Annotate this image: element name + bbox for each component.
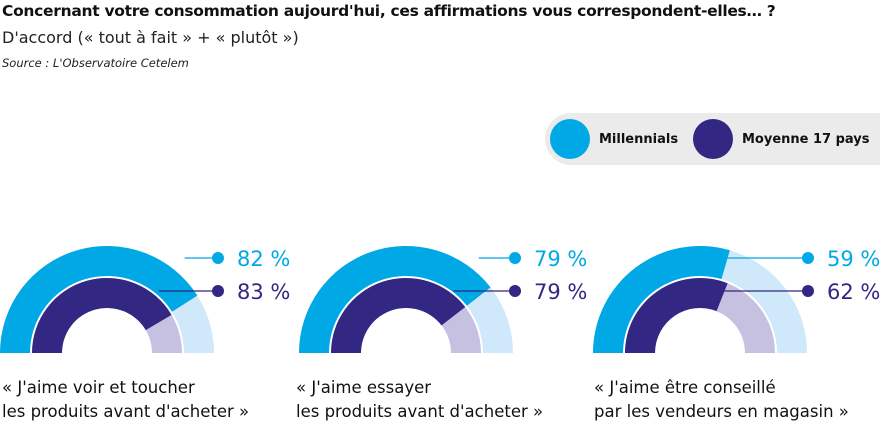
gauge-1-moyenne-dot [212,285,224,297]
gauge-1-moyenne-value-arc [32,278,172,353]
gauge-3-millennials-dot [802,252,814,264]
caption-3: « J'aime être conseillé par les vendeurs … [594,378,849,421]
gauge-2-moyenne-value-label: 79 % [534,280,587,304]
gauge-2-millennials-value-label: 79 % [534,247,587,271]
legend-swatch [550,119,590,159]
caption-1: « J'aime voir et toucher les produits ava… [2,378,250,421]
legend-label: Moyenne 17 pays [742,131,870,147]
legend-item-moyenne: Moyenne 17 pays [693,119,870,159]
chart-subtitle: D'accord (« tout à fait » + « plutôt ») [2,28,299,47]
gauge-3-millennials-value-arc [593,246,730,353]
legend-label: Millennials [599,131,679,147]
legend-item-millennials: Millennials [550,119,678,159]
gauge-2-moyenne-dot [509,285,521,297]
gauge-1-moyenne-value-label: 83 % [237,280,290,304]
gauge-3-moyenne-value-label: 62 % [827,280,880,304]
chart-title: Concernant votre consommation aujourd'hu… [2,2,776,20]
legend: Millennials Moyenne 17 pays [545,113,880,165]
legend-swatch [693,119,733,159]
gauge-3-moyenne-value-arc [625,278,728,353]
gauge-3-millennials-value-label: 59 % [827,247,880,271]
gauge-3-moyenne-dot [802,285,814,297]
gauge-1-millennials-value-arc [0,246,198,353]
source-note: Source : L'Observatoire Cetelem [2,56,189,70]
gauge-1-millennials-dot [212,252,224,264]
caption-2: « J'aime essayer les produits avant d'ach… [296,378,544,421]
gauge-2-millennials-dot [509,252,521,264]
gauge-1-millennials-value-label: 82 % [237,247,290,271]
gauge-2-moyenne-value-arc [331,278,466,353]
gauge-2-millennials-value-arc [299,245,491,353]
